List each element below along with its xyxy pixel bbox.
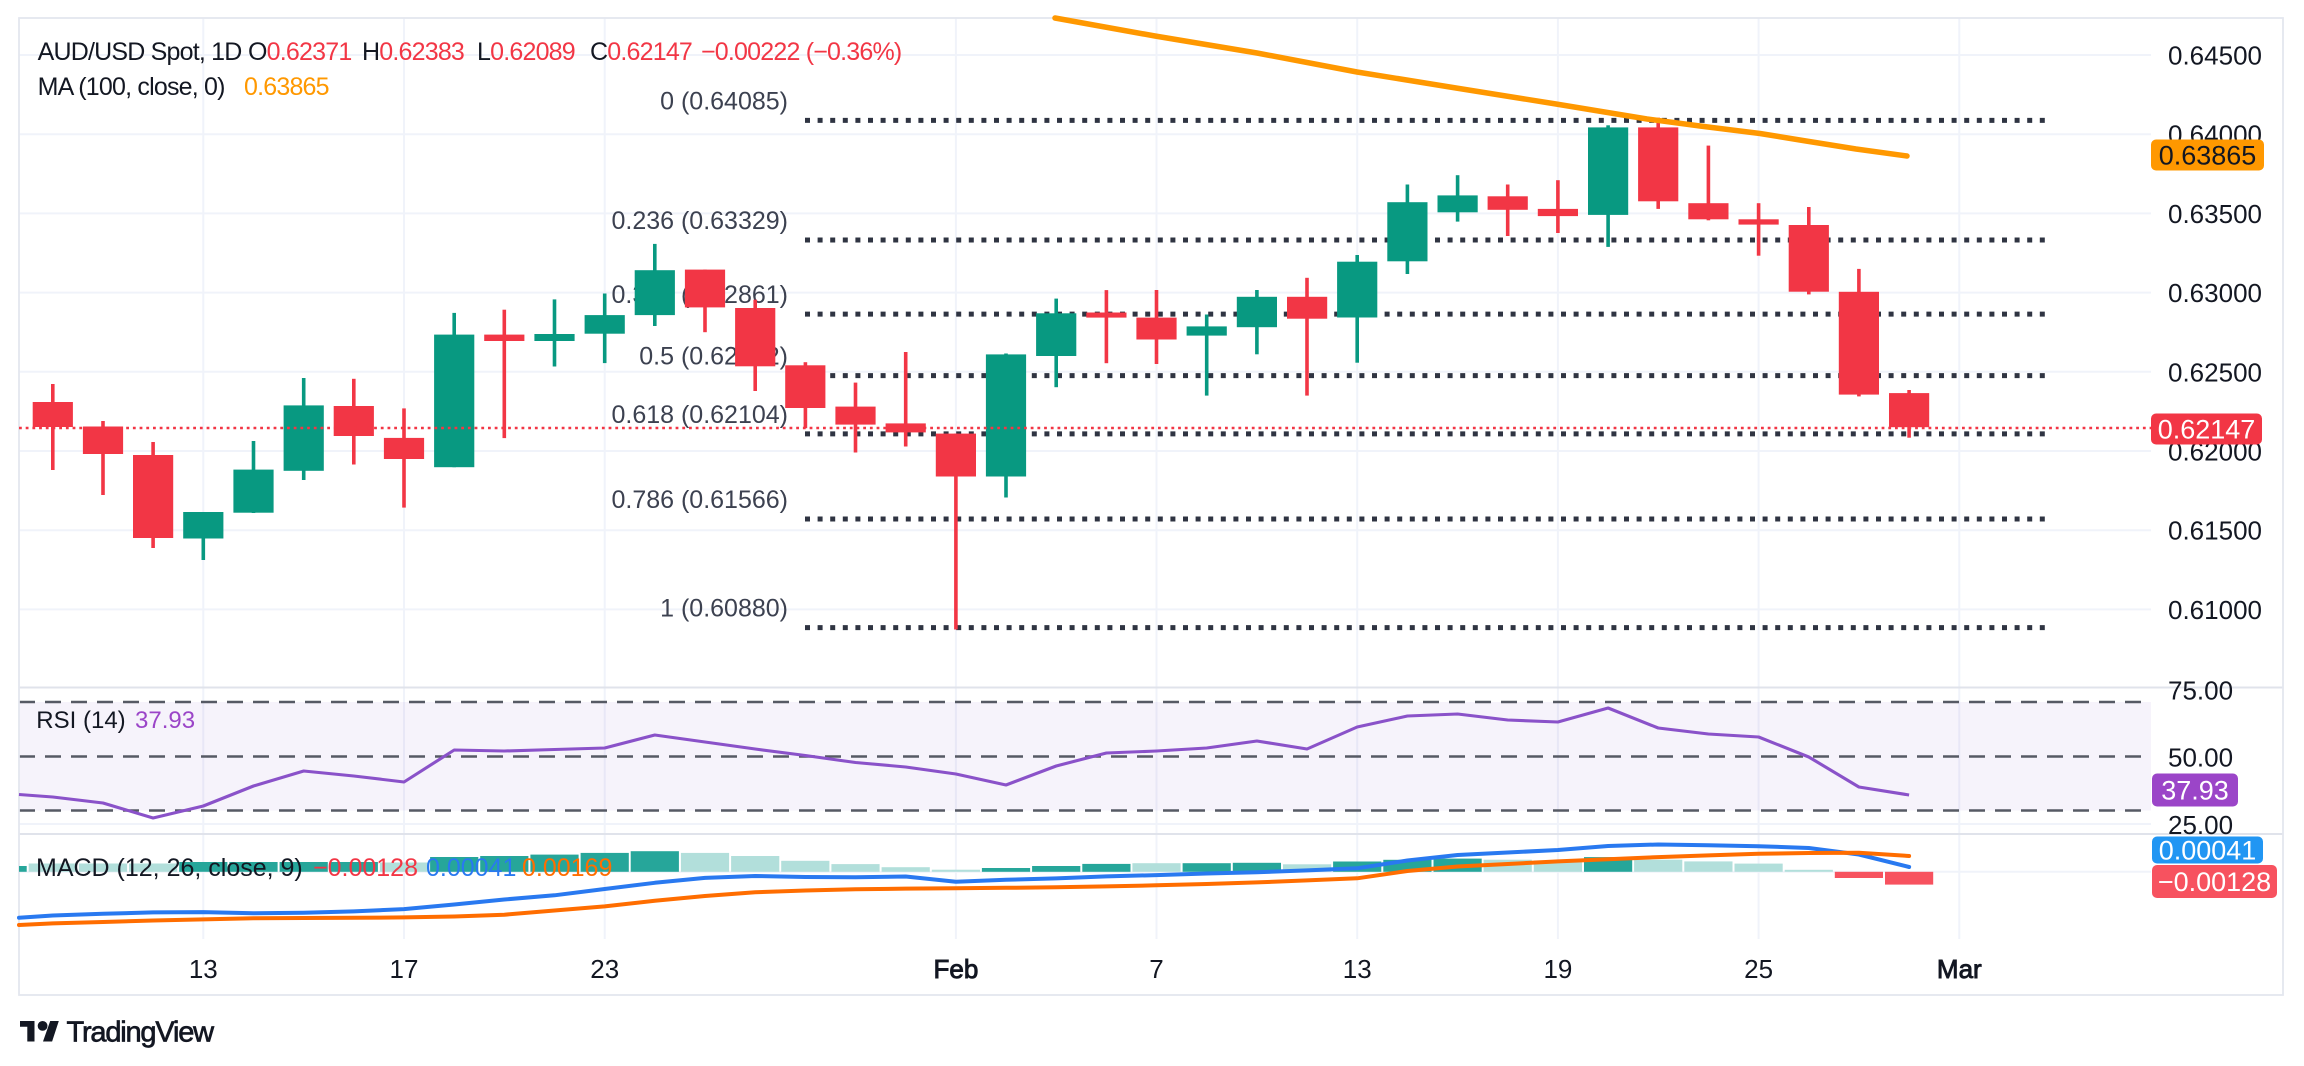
svg-text:13: 13 xyxy=(1343,954,1372,984)
svg-text:MACD (12, 26, close, 9)−0.0012: MACD (12, 26, close, 9) −0.00128 0.00041 0.… xyxy=(36,854,612,882)
svg-text:0.63000: 0.63000 xyxy=(2168,278,2262,308)
svg-text:0.61500: 0.61500 xyxy=(2168,516,2262,546)
svg-text:13: 13 xyxy=(189,954,218,984)
svg-text:MA (100, close, 0)0.63865: MA (100, close, 0) 0.63865 xyxy=(38,73,329,101)
svg-text:7: 7 xyxy=(1149,954,1163,984)
svg-text:75.00: 75.00 xyxy=(2168,676,2233,706)
svg-text:−0.00128: −0.00128 xyxy=(2158,867,2271,897)
svg-text:37.93: 37.93 xyxy=(2161,776,2229,806)
svg-text:0.64500: 0.64500 xyxy=(2168,41,2262,71)
svg-text:TradingView: TradingView xyxy=(67,1017,216,1049)
svg-text:0.62147: 0.62147 xyxy=(2158,415,2256,445)
svg-text:RSI (14)37.93: RSI (14) 37.93 xyxy=(36,707,195,734)
svg-text:0.00041: 0.00041 xyxy=(2159,836,2257,866)
svg-text:0.618 (0.62104): 0.618 (0.62104) xyxy=(611,401,788,429)
svg-text:25.00: 25.00 xyxy=(2168,810,2233,840)
svg-text:Feb: Feb xyxy=(933,954,978,984)
svg-text:0.63500: 0.63500 xyxy=(2168,199,2262,229)
svg-text:23: 23 xyxy=(590,954,619,984)
svg-text:17: 17 xyxy=(390,954,419,984)
svg-text:0.786 (0.61566): 0.786 (0.61566) xyxy=(611,486,788,514)
svg-text:0.62500: 0.62500 xyxy=(2168,357,2262,387)
svg-text:Mar: Mar xyxy=(1937,954,1982,984)
svg-text:0.63865: 0.63865 xyxy=(2159,141,2257,171)
svg-text:19: 19 xyxy=(1543,954,1572,984)
svg-text:50.00: 50.00 xyxy=(2168,743,2233,773)
svg-text:1 (0.60880): 1 (0.60880) xyxy=(660,595,788,623)
svg-text:0.236 (0.63329): 0.236 (0.63329) xyxy=(611,207,788,235)
svg-text:25: 25 xyxy=(1744,954,1773,984)
svg-text:0 (0.64085): 0 (0.64085) xyxy=(660,87,788,115)
svg-text:0.61000: 0.61000 xyxy=(2168,595,2262,625)
